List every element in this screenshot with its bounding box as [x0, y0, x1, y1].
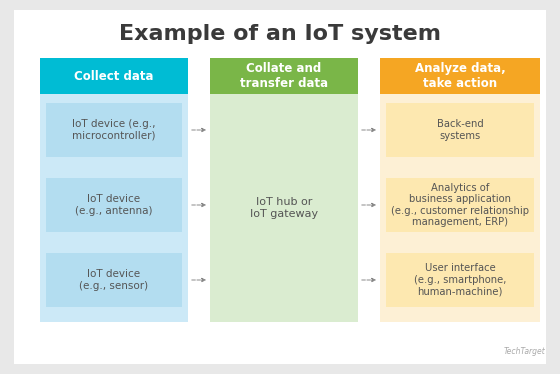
Text: Back-end
systems: Back-end systems: [437, 119, 483, 141]
FancyBboxPatch shape: [40, 58, 188, 94]
Text: IoT device
(e.g., sensor): IoT device (e.g., sensor): [80, 269, 148, 291]
Text: Collect data: Collect data: [74, 70, 154, 83]
Text: Analytics of
business application
(e.g., customer relationship
management, ERP): Analytics of business application (e.g.,…: [391, 183, 529, 227]
FancyBboxPatch shape: [46, 178, 182, 232]
FancyBboxPatch shape: [46, 103, 182, 157]
Text: TechTarget: TechTarget: [503, 347, 545, 356]
Text: User interface
(e.g., smartphone,
human-machine): User interface (e.g., smartphone, human-…: [414, 263, 506, 297]
Text: Collate and
transfer data: Collate and transfer data: [240, 62, 328, 90]
FancyBboxPatch shape: [14, 10, 546, 364]
Text: IoT device (e.g.,
microcontroller): IoT device (e.g., microcontroller): [72, 119, 156, 141]
Text: Example of an IoT system: Example of an IoT system: [119, 24, 441, 44]
FancyBboxPatch shape: [40, 94, 188, 322]
Text: IoT hub or
IoT gateway: IoT hub or IoT gateway: [250, 197, 318, 219]
FancyBboxPatch shape: [386, 253, 534, 307]
FancyBboxPatch shape: [386, 103, 534, 157]
Text: Analyze data,
take action: Analyze data, take action: [414, 62, 505, 90]
FancyBboxPatch shape: [380, 58, 540, 94]
FancyBboxPatch shape: [210, 94, 358, 322]
Text: IoT device
(e.g., antenna): IoT device (e.g., antenna): [75, 194, 153, 216]
FancyBboxPatch shape: [210, 58, 358, 94]
FancyBboxPatch shape: [386, 178, 534, 232]
FancyBboxPatch shape: [380, 94, 540, 322]
FancyBboxPatch shape: [46, 253, 182, 307]
